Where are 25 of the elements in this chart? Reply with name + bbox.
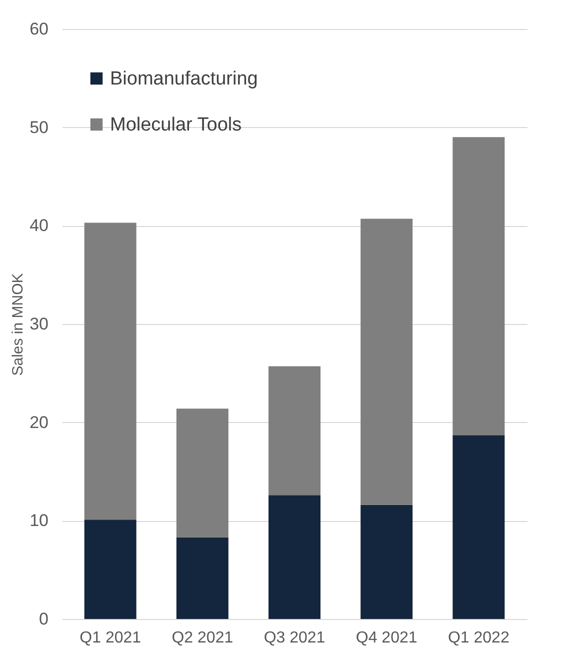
- bar: [452, 137, 505, 436]
- bar: [360, 218, 413, 505]
- y-tick-label: 50: [30, 118, 48, 137]
- y-tick-label: 40: [30, 216, 48, 236]
- bar: [360, 504, 413, 619]
- bar: [176, 537, 228, 619]
- x-tick-label: Q2 2021: [172, 630, 234, 646]
- x-tick-label: Q1 2022: [448, 630, 510, 646]
- legend-label: Biomanufacturing: [110, 68, 258, 90]
- bar: [84, 520, 136, 619]
- bar: [176, 408, 228, 538]
- x-tick-label: Q3 2021: [264, 630, 326, 646]
- x-tick-label: Q1 2021: [80, 630, 142, 646]
- bar: [268, 495, 320, 619]
- y-tick-label: 60: [30, 20, 48, 38]
- y-tick-label: 30: [30, 314, 48, 334]
- y-tick-label: 20: [30, 412, 48, 432]
- y-axis-title: Sales in MNOK: [10, 273, 27, 376]
- bar: [268, 366, 320, 496]
- y-tick-label: 10: [30, 511, 48, 530]
- y-tick-label: 0: [39, 610, 48, 628]
- legend-label: Molecular Tools: [110, 114, 242, 136]
- x-tick-label: Q4 2021: [356, 630, 418, 646]
- bar: [452, 435, 505, 619]
- bar: [84, 222, 136, 520]
